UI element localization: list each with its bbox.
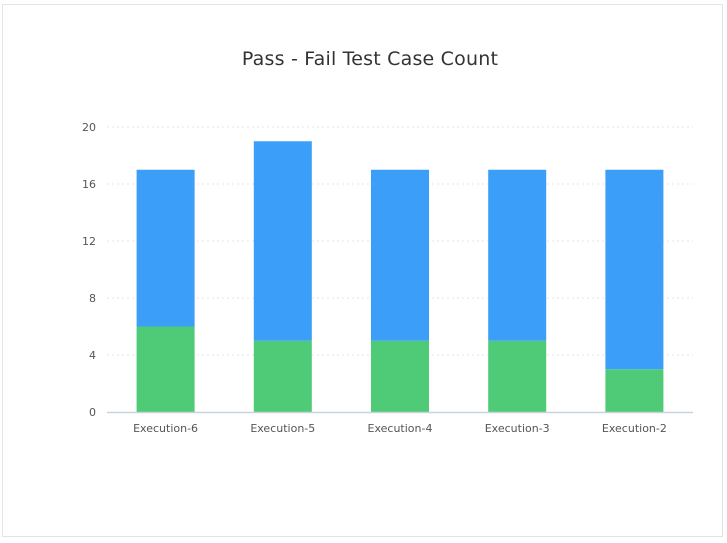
bar-segment-series-2[interactable]	[136, 169, 195, 327]
x-tick-label: Execution-2	[602, 422, 667, 435]
bar-segment-series-1[interactable]	[371, 340, 429, 412]
bar-segment-series-2[interactable]	[253, 141, 312, 341]
x-tick-label: Execution-3	[485, 422, 550, 435]
bar-segment-series-1[interactable]	[136, 326, 195, 413]
bar-segment-series-2[interactable]	[488, 169, 547, 341]
y-tick-label: 4	[89, 349, 96, 362]
chart-title: Pass - Fail Test Case Count	[241, 48, 499, 70]
y-tick-label: 0	[89, 406, 96, 419]
bar-segment-series-1[interactable]	[253, 340, 312, 412]
x-axis-ticks: Execution-6 Execution-5 Execution-4 Executi…	[133, 422, 667, 435]
bar-segment-series-2[interactable]	[605, 169, 664, 370]
y-tick-label: 16	[82, 178, 96, 191]
y-axis-ticks: 0 4 8 12 16 20	[82, 121, 96, 419]
bar-segment-series-2[interactable]	[371, 169, 429, 341]
x-tick-label: Execution-6	[133, 422, 198, 435]
bar-segment-series-1[interactable]	[605, 369, 664, 412]
bars	[136, 141, 664, 413]
y-tick-label: 12	[82, 235, 96, 248]
y-tick-label: 20	[82, 121, 96, 134]
chart-card	[2, 4, 723, 537]
x-tick-label: Execution-4	[368, 422, 433, 435]
bar-segment-series-1[interactable]	[488, 340, 547, 412]
x-tick-label: Execution-5	[250, 422, 315, 435]
y-tick-label: 8	[89, 292, 96, 305]
